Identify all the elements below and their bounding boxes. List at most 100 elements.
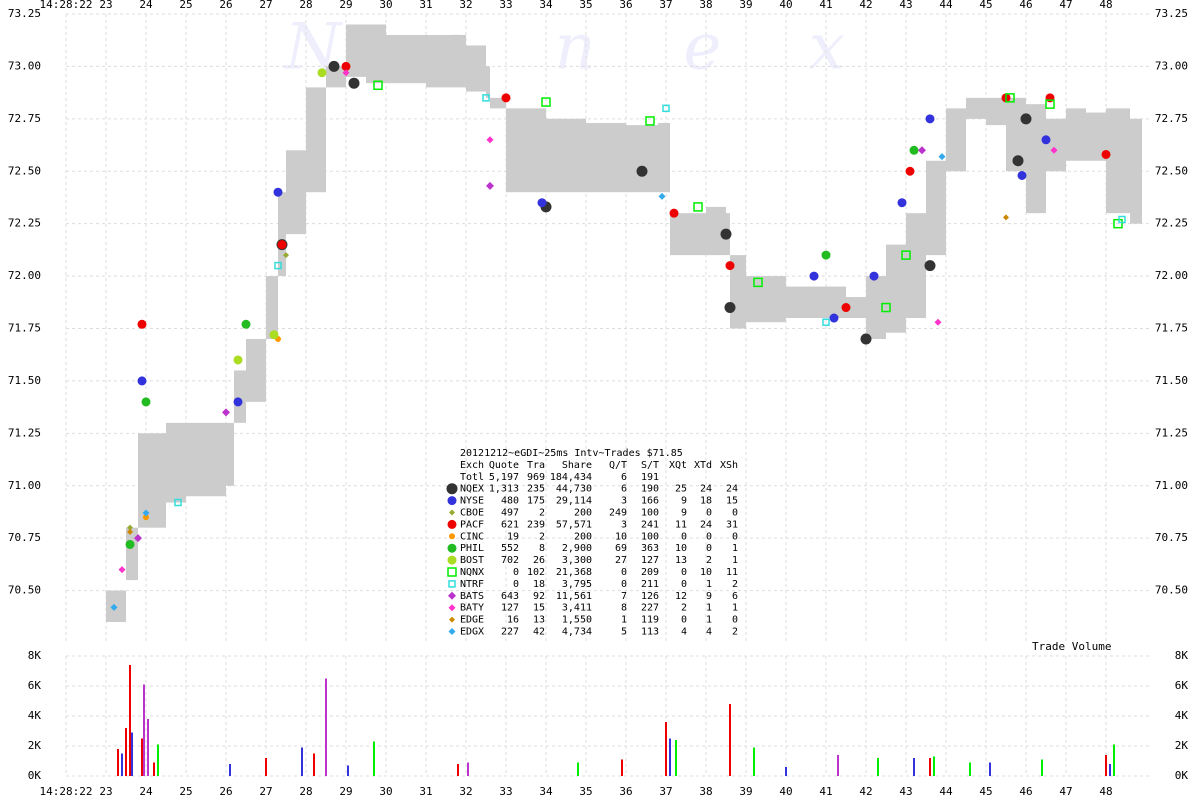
y-tick-label: 72.00 [8, 269, 41, 282]
table-cell: 15 [533, 603, 545, 614]
x-tick-label: 43 [899, 0, 912, 11]
trade-marker [1041, 135, 1051, 145]
nbbo-spread [926, 160, 946, 256]
nbbo-spread [166, 422, 186, 503]
x-tick-label: 25 [179, 785, 192, 798]
volume-bar [675, 740, 677, 776]
table-cell: 4 [681, 627, 687, 638]
x-tick-label: 46 [1019, 0, 1032, 11]
trade-marker [905, 166, 915, 176]
volume-bar [785, 767, 787, 776]
x-tick-label: 42 [859, 785, 872, 798]
nbbo-spread [326, 66, 346, 88]
table-cell: 18 [700, 496, 712, 507]
table-cell: 166 [641, 496, 659, 507]
volume-bar [457, 764, 459, 776]
trade-marker [110, 603, 118, 611]
table-cell: BOST [460, 555, 484, 566]
table-cell: BATS [460, 591, 484, 602]
trade-marker [118, 566, 126, 574]
nbbo-spread [658, 123, 670, 193]
trade-marker [821, 250, 831, 260]
trade-marker [1118, 215, 1126, 224]
trade-marker [1050, 146, 1058, 154]
table-cell: 8 [621, 603, 627, 614]
x-tick-label: 37 [659, 0, 672, 11]
x-tick-label: 38 [699, 785, 712, 798]
volume-bar [301, 747, 303, 776]
volume-bar [265, 758, 267, 776]
nbbo-spread [1066, 108, 1086, 161]
table-cell: 24 [700, 484, 712, 495]
legend-marker [447, 519, 457, 529]
table-cell: 175 [527, 496, 545, 507]
table-cell: NQEX [460, 484, 484, 495]
trade-marker [1017, 170, 1027, 180]
trade-marker [1020, 113, 1032, 125]
table-cell: 6 [732, 591, 738, 602]
x-tick-label: 45 [979, 785, 992, 798]
y-tick-label: 73.25 [8, 7, 41, 20]
legend-marker [448, 604, 456, 612]
legend-marker [449, 509, 455, 516]
x-tick-label: 41 [819, 0, 832, 11]
x-tick-label: 45 [979, 0, 992, 11]
nbbo-spread [1086, 112, 1106, 161]
table-header: XSh [720, 460, 738, 471]
trade-marker [277, 240, 287, 250]
trade-marker [1101, 149, 1111, 159]
table-header: Share [562, 460, 592, 471]
x-tick-label: 32 [459, 0, 472, 11]
trade-marker [753, 277, 763, 288]
volume-bar [467, 762, 469, 776]
trade-marker [881, 302, 891, 313]
table-cell: 9 [681, 508, 687, 519]
table-cell: 27 [615, 555, 627, 566]
table-cell: 3 [621, 519, 627, 530]
trade-marker [537, 198, 547, 208]
table-cell: 24 [700, 519, 712, 530]
volume-bar [877, 758, 879, 776]
table-header: XQt [669, 460, 687, 471]
table-cell: 100 [641, 531, 659, 542]
y-tick-label: 70.75 [8, 531, 41, 544]
table-cell: 25 [675, 484, 687, 495]
nbbo-spread [546, 118, 586, 193]
nbbo-spread [1106, 108, 1130, 214]
trade-marker [125, 539, 135, 549]
x-tick-label: 40 [779, 0, 792, 11]
table-cell: 31 [726, 519, 738, 530]
x-tick-label: 29 [339, 785, 352, 798]
nbbo-spread [226, 422, 234, 486]
trade-marker [1113, 218, 1123, 229]
x-tick-label: 40 [779, 785, 792, 798]
trade-marker [934, 318, 942, 326]
table-cell: 2 [706, 555, 712, 566]
table-cell: 191 [641, 472, 659, 483]
trade-marker [501, 93, 511, 103]
table-cell: 10 [700, 567, 712, 578]
x-tick-label: 26 [219, 0, 232, 11]
table-cell: 363 [641, 543, 659, 554]
volume-bar [147, 719, 149, 776]
table-cell: 200 [574, 531, 592, 542]
trade-marker [482, 94, 490, 102]
nbbo-spread [306, 87, 326, 193]
trade-marker [725, 261, 735, 271]
table-cell: 19 [507, 531, 519, 542]
y-tick-label: 2K [1175, 739, 1189, 752]
table-cell: 24 [726, 484, 738, 495]
table-cell: 119 [641, 615, 659, 626]
volume-bar [125, 728, 127, 776]
trade-marker [658, 192, 666, 200]
trade-marker [283, 252, 289, 259]
trade-marker [918, 146, 926, 155]
table-cell: 3,300 [562, 555, 592, 566]
nbbo-spread [670, 213, 706, 256]
trade-marker [901, 250, 911, 260]
y-tick-label: 2K [28, 739, 42, 752]
legend-marker [448, 628, 456, 635]
x-tick-label: 31 [419, 0, 432, 11]
table-cell: 1,313 [489, 484, 519, 495]
table-cell: 26 [533, 555, 545, 566]
